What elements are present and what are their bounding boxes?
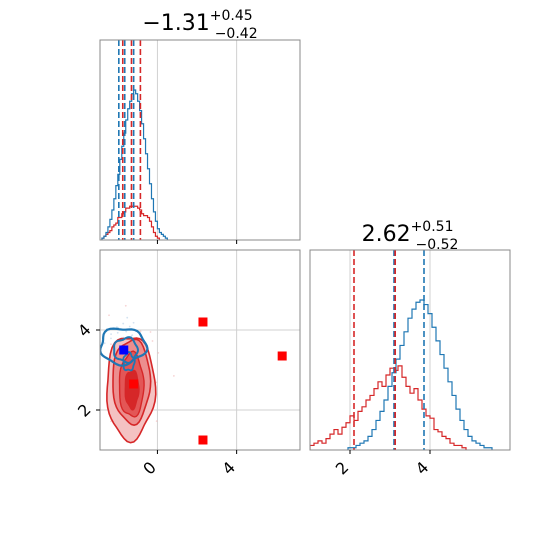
- sample-point: [151, 340, 154, 342]
- title-value-1: −1.31: [142, 11, 209, 36]
- title-minus-1: −0.42: [215, 26, 258, 42]
- sample-point: [131, 334, 134, 336]
- x-hist-2-tick-label-0: 2: [332, 458, 353, 479]
- sample-point: [139, 330, 142, 333]
- contour-series: [100, 327, 157, 444]
- x-contour-tick-label-0: 0: [139, 458, 160, 479]
- contour-blue-inner: [122, 351, 136, 372]
- sample-point: [128, 325, 131, 328]
- title-param-2: 2.62+0.51 −0.52: [362, 219, 459, 253]
- y-contour-tick-label-0: 2: [74, 400, 95, 421]
- marker-red-3: [129, 379, 139, 389]
- x-hist-2-tick-label-1: 4: [412, 458, 433, 479]
- sample-point: [110, 343, 112, 346]
- y-contour-tick-label-1: 4: [74, 320, 95, 341]
- grid-hist-1: [156, 40, 238, 240]
- quantile-lines-2: [353, 250, 425, 450]
- sample-point: [125, 330, 128, 333]
- frame-contour: [99, 249, 301, 451]
- contour-blue-mid: [113, 336, 140, 364]
- sample-point: [108, 314, 110, 317]
- sample-point: [126, 316, 129, 319]
- title-minus-2: −0.52: [415, 237, 458, 253]
- frame-hist-1: [99, 39, 301, 241]
- hist-blue-param-2: [347, 299, 493, 450]
- sample-point: [157, 351, 160, 354]
- sample-point: [103, 342, 106, 345]
- truth-markers: [119, 317, 287, 445]
- panel-contour: 0 4 2 4: [74, 249, 301, 478]
- sample-point: [124, 304, 127, 307]
- grid-hist-2: [349, 250, 431, 450]
- quantile-lines-1: [118, 40, 142, 240]
- title-plus-2: +0.51: [411, 219, 454, 235]
- sample-point: [172, 375, 175, 377]
- sample-point: [116, 331, 119, 334]
- sample-point: [132, 321, 135, 324]
- marker-red-0: [198, 317, 208, 327]
- hist-blue-param-1: [101, 89, 168, 240]
- hist-series-2: [310, 299, 493, 450]
- marker-red-2: [198, 435, 208, 445]
- sample-point: [122, 322, 125, 325]
- sample-point: [110, 337, 112, 340]
- x-contour-tick-label-1: 4: [218, 458, 239, 479]
- sample-point: [155, 420, 158, 423]
- title-plus-1: +0.45: [210, 8, 253, 24]
- sample-point: [116, 326, 118, 329]
- title-param-1: −1.31+0.45 −0.42: [142, 8, 257, 42]
- panel-hist-param-1: [99, 39, 301, 244]
- title-value-2: 2.62: [362, 222, 411, 247]
- ticks-contour: 0 4 2 4: [74, 320, 239, 478]
- sample-point: [110, 420, 112, 423]
- marker-blue-0: [119, 345, 129, 355]
- ticks-hist-1: [156, 240, 238, 244]
- sample-point: [110, 333, 112, 336]
- sample-point: [149, 331, 152, 333]
- frame-hist-2: [309, 249, 511, 451]
- marker-red-1: [277, 351, 287, 361]
- hist-red-param-2: [310, 365, 467, 450]
- hist-red-param-1: [101, 205, 161, 240]
- hist-series-1: [101, 89, 168, 240]
